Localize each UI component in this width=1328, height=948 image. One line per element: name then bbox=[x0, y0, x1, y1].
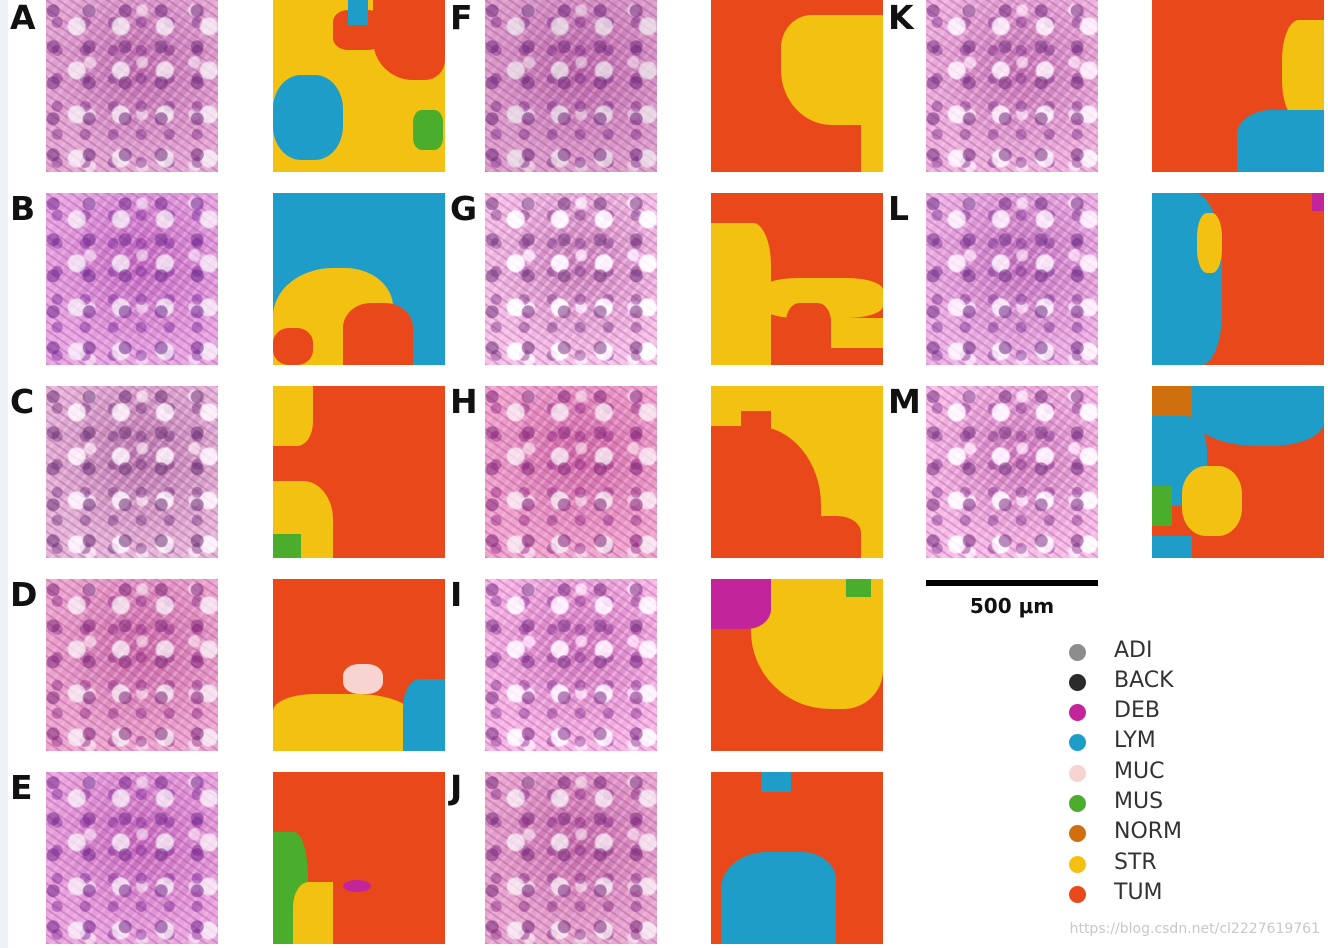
tissue-image-d bbox=[46, 579, 218, 751]
legend-dot-adi bbox=[1069, 644, 1086, 661]
class-map-g bbox=[711, 193, 883, 365]
scale-bar-label: 500 μm bbox=[969, 594, 1055, 618]
legend-dot-muc bbox=[1069, 765, 1086, 782]
legend-label-norm: NORM bbox=[1114, 819, 1183, 844]
class-map-h bbox=[711, 386, 883, 558]
class-map-f bbox=[711, 0, 883, 172]
tissue-image-i bbox=[485, 579, 657, 751]
panel-label-b: B bbox=[10, 189, 36, 228]
class-map-e bbox=[273, 772, 445, 944]
tissue-image-b bbox=[46, 193, 218, 365]
class-map-l bbox=[1152, 193, 1324, 365]
tissue-image-c bbox=[46, 386, 218, 558]
class-map-m bbox=[1152, 386, 1324, 558]
legend-dot-mus bbox=[1069, 795, 1086, 812]
legend-dot-tum bbox=[1069, 886, 1086, 903]
legend-label-deb: DEB bbox=[1114, 698, 1160, 723]
legend-dot-norm bbox=[1069, 825, 1086, 842]
legend-dot-deb bbox=[1069, 704, 1086, 721]
legend-label-back: BACK bbox=[1114, 668, 1174, 693]
tissue-image-a bbox=[46, 0, 218, 172]
legend-label-tum: TUM bbox=[1114, 880, 1163, 905]
scale-bar bbox=[926, 580, 1098, 586]
class-map-b bbox=[273, 193, 445, 365]
tissue-image-g bbox=[485, 193, 657, 365]
tissue-image-k bbox=[926, 0, 1098, 172]
left-edge bbox=[0, 0, 8, 948]
legend-label-muc: MUC bbox=[1114, 759, 1165, 784]
panel-label-g: G bbox=[450, 189, 478, 228]
panel-label-f: F bbox=[450, 0, 473, 37]
legend-label-str: STR bbox=[1114, 850, 1157, 875]
tissue-image-m bbox=[926, 386, 1098, 558]
watermark: https://blog.csdn.net/cl2227619761 bbox=[1069, 921, 1320, 937]
panel-label-c: C bbox=[10, 382, 35, 421]
class-map-i bbox=[711, 579, 883, 751]
class-map-a bbox=[273, 0, 445, 172]
panel-label-h: H bbox=[450, 382, 478, 421]
legend-label-lym: LYM bbox=[1114, 728, 1156, 753]
panel-label-a: A bbox=[10, 0, 36, 37]
panel-label-j: J bbox=[450, 768, 463, 807]
panel-label-l: L bbox=[888, 189, 910, 228]
class-map-d bbox=[273, 579, 445, 751]
tissue-image-e bbox=[46, 772, 218, 944]
class-map-k bbox=[1152, 0, 1324, 172]
panel-label-k: K bbox=[888, 0, 914, 37]
tissue-image-h bbox=[485, 386, 657, 558]
tissue-image-l bbox=[926, 193, 1098, 365]
class-map-j bbox=[711, 772, 883, 944]
panel-label-e: E bbox=[10, 768, 33, 807]
tissue-image-j bbox=[485, 772, 657, 944]
legend-dot-lym bbox=[1069, 734, 1086, 751]
legend-dot-back bbox=[1069, 674, 1086, 691]
class-map-c bbox=[273, 386, 445, 558]
legend-label-mus: MUS bbox=[1114, 789, 1164, 814]
legend-dot-str bbox=[1069, 856, 1086, 873]
legend-label-adi: ADI bbox=[1114, 638, 1153, 663]
panel-label-i: I bbox=[450, 575, 463, 614]
panel-label-d: D bbox=[10, 575, 38, 614]
panel-label-m: M bbox=[888, 382, 921, 421]
tissue-image-f bbox=[485, 0, 657, 172]
